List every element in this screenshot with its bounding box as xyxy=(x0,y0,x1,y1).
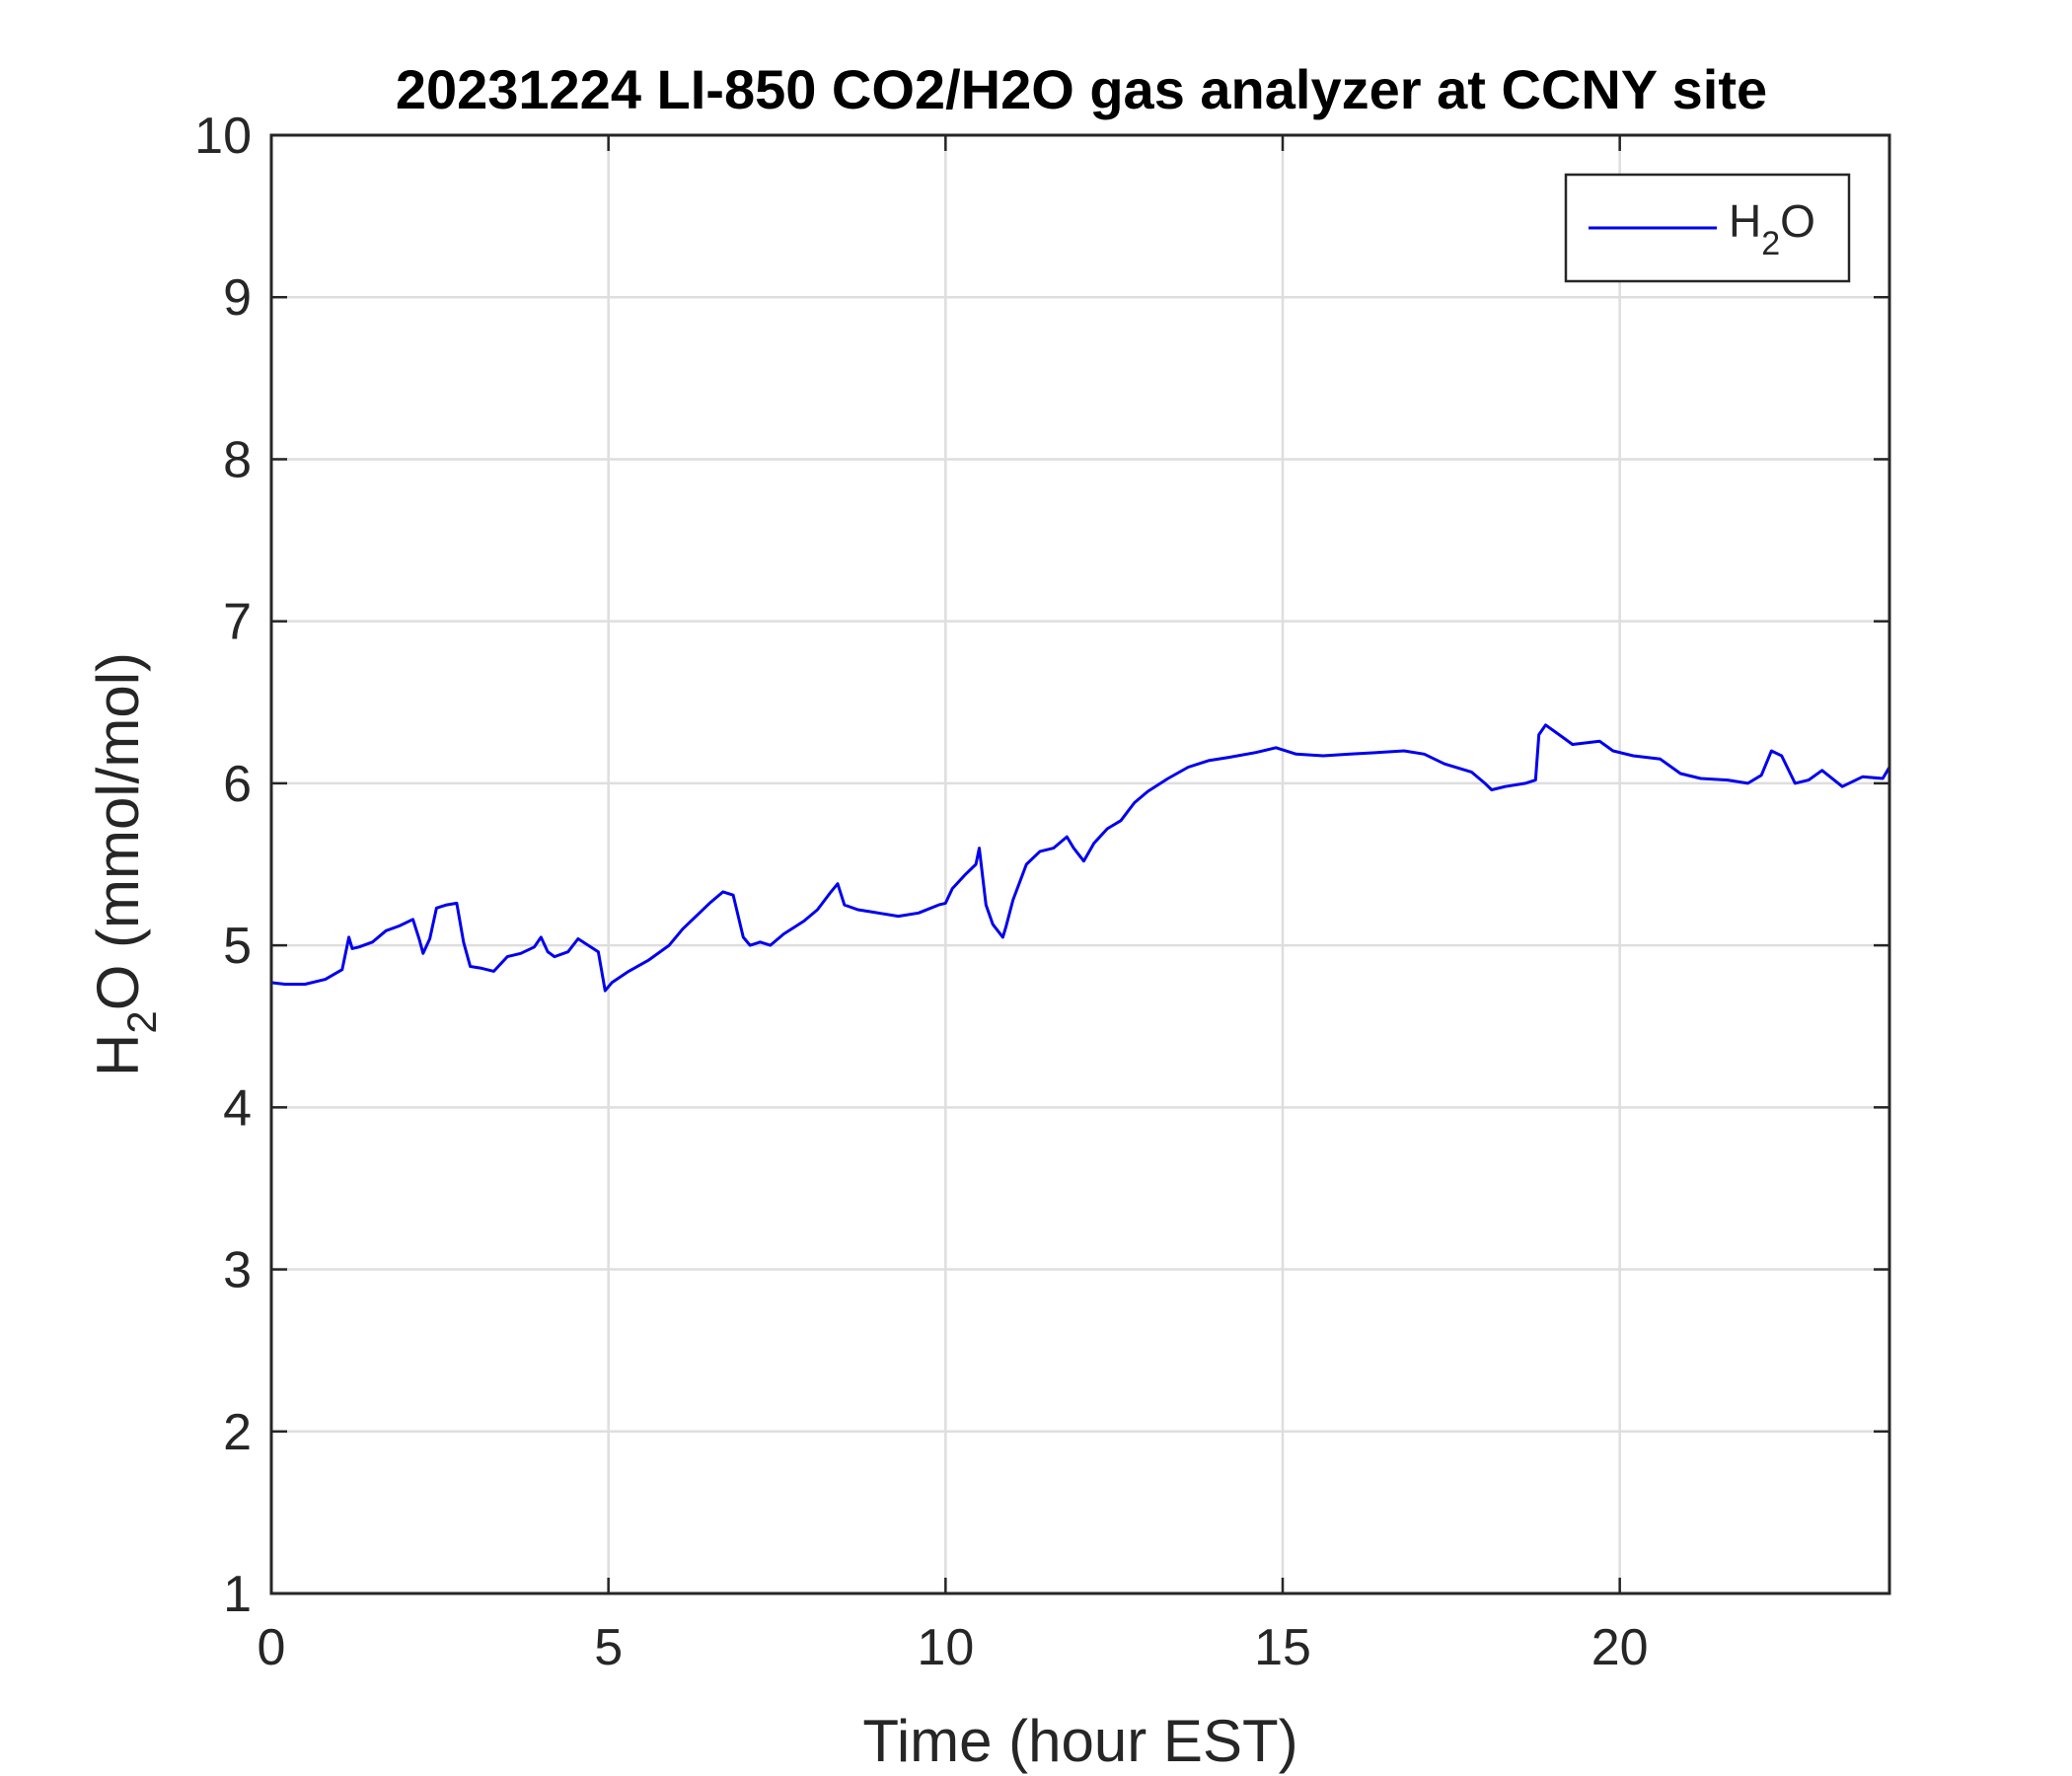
y-tick-label: 5 xyxy=(223,918,252,975)
y-tick-label: 1 xyxy=(223,1566,252,1623)
y-axis-label-subscript: 2 xyxy=(118,1010,165,1033)
y-axis-label: H2O (mmol/mol) xyxy=(85,652,165,1076)
x-tick-labels: 0 5 10 15 20 xyxy=(258,1619,1649,1676)
series-line-h2o xyxy=(270,723,1891,993)
y-tick-label: 6 xyxy=(223,756,252,813)
y-tick-label: 10 xyxy=(194,108,252,165)
plot-area xyxy=(271,135,1889,1593)
y-tick-label: 4 xyxy=(223,1079,252,1137)
y-tick-label: 7 xyxy=(223,594,252,651)
x-tick-label: 0 xyxy=(258,1619,286,1676)
legend: H2O xyxy=(1564,173,1851,283)
x-tick-label: 10 xyxy=(917,1619,974,1676)
legend-label-main: H xyxy=(1729,195,1761,247)
legend-label-rest: O xyxy=(1780,195,1815,247)
legend-label: H2O xyxy=(1729,195,1815,262)
legend-label-subscript: 2 xyxy=(1761,225,1780,262)
y-tick-label: 8 xyxy=(223,431,252,488)
chart-title: 20231224 LI-850 CO2/H2O gas analyzer at … xyxy=(396,58,1767,120)
y-axis-label-rest: O (mmol/mol) xyxy=(85,652,151,1010)
plot-frame xyxy=(269,133,1891,1595)
grid-lines xyxy=(271,135,1889,1593)
y-axis-label-main: H xyxy=(85,1034,151,1076)
x-tick-label: 20 xyxy=(1591,1619,1649,1676)
series-layer xyxy=(270,723,1891,993)
x-tick-label: 5 xyxy=(594,1619,623,1676)
y-tick-label: 9 xyxy=(223,269,252,327)
y-tick-labels: 1 2 3 4 5 6 7 8 9 10 xyxy=(194,108,252,1623)
y-tick-label: 2 xyxy=(223,1404,252,1461)
x-tick-label: 15 xyxy=(1254,1619,1311,1676)
x-axis-label: Time (hour EST) xyxy=(862,1708,1297,1774)
y-tick-label: 3 xyxy=(223,1242,252,1299)
